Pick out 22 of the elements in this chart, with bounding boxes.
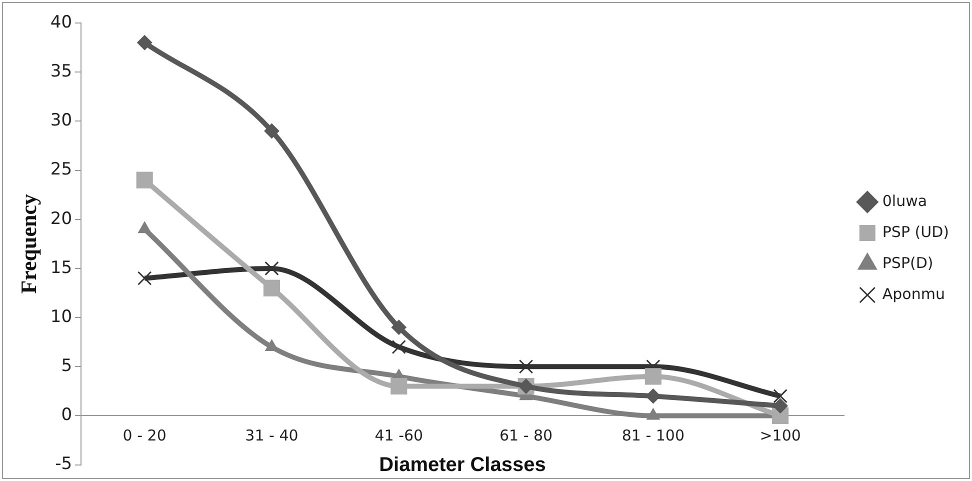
x-tick-label: 61 - 80 — [499, 426, 553, 445]
y-tick-label: 0 — [61, 405, 72, 426]
y-tick-label: 30 — [50, 110, 72, 131]
x-tick-label: 81 - 100 — [622, 426, 685, 445]
y-tick-label: -5 — [55, 454, 72, 474]
legend-label: 0luwa — [882, 192, 928, 210]
x-tick-label: >100 — [760, 426, 801, 445]
x-axis-title: Diameter Classes — [379, 454, 546, 476]
y-tick-label: 25 — [50, 160, 72, 180]
legend-label: PSP(D) — [882, 254, 934, 272]
x-tick-label: 41 -60 — [374, 426, 424, 445]
y-tick-label: 10 — [50, 306, 72, 327]
y-tick-label: 35 — [50, 62, 72, 82]
legend-label: PSP (UD) — [882, 222, 950, 241]
y-tick-label: 20 — [50, 208, 72, 229]
y-tick-label: 5 — [61, 356, 72, 376]
x-tick-label: 0 - 20 — [122, 426, 166, 445]
y-tick-label: 15 — [50, 258, 72, 278]
legend-label: Aponmu — [882, 284, 945, 303]
x-tick-label: 31 - 40 — [245, 426, 298, 445]
y-axis-title: Frequency — [16, 194, 41, 294]
y-tick-label: 40 — [50, 12, 72, 32]
